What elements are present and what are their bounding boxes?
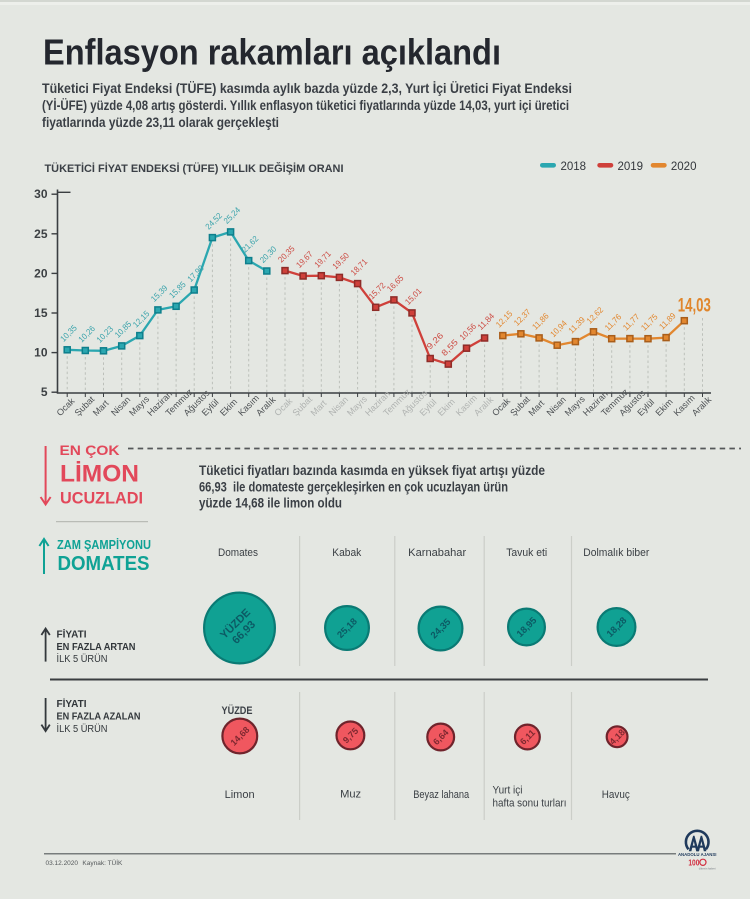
svg-text:FİYATI: FİYATI <box>57 628 87 641</box>
svg-text:Nisan: Nisan <box>327 395 350 418</box>
svg-text:Kabak: Kabak <box>332 547 361 559</box>
svg-text:20,30: 20,30 <box>258 244 279 265</box>
svg-text:FİYATI: FİYATI <box>57 697 87 710</box>
svg-text:5: 5 <box>41 385 48 399</box>
svg-text:30: 30 <box>34 187 48 201</box>
svg-text:10,23: 10,23 <box>94 324 115 345</box>
svg-text:EN FAZLA AZALAN: EN FAZLA AZALAN <box>57 712 141 723</box>
svg-text:10,35: 10,35 <box>58 323 79 344</box>
svg-text:15,72: 15,72 <box>366 280 387 301</box>
svg-text:Dolmalık biber: Dolmalık biber <box>583 547 649 559</box>
svg-text:12,15: 12,15 <box>131 308 152 329</box>
svg-text:Muz: Muz <box>340 789 361 801</box>
svg-text:100: 100 <box>688 857 699 867</box>
svg-text:2018: 2018 <box>561 161 587 173</box>
svg-text:10: 10 <box>34 346 48 360</box>
svg-text:25,24: 25,24 <box>221 205 242 226</box>
svg-text:Nisan: Nisan <box>109 395 132 418</box>
svg-text:TÜKETİCİ FİYAT ENDEKSİ (TÜFE): TÜKETİCİ FİYAT ENDEKSİ (TÜFE) YILLIK DEĞ… <box>45 162 344 175</box>
svg-text:16,65: 16,65 <box>385 273 406 294</box>
svg-text:10,26: 10,26 <box>76 323 97 344</box>
svg-text:11,77: 11,77 <box>621 311 642 332</box>
svg-text:Karnabahar: Karnabahar <box>408 547 466 559</box>
svg-text:Enflasyon rakamları açıklandı: Enflasyon rakamları açıklandı <box>43 32 501 73</box>
svg-text:Tüketici Fiyat Endeksi (TÜFE): Tüketici Fiyat Endeksi (TÜFE) kasımda ay… <box>42 81 572 96</box>
svg-text:YÜZDE: YÜZDE <box>222 704 253 717</box>
svg-text:Limon: Limon <box>225 789 255 801</box>
svg-text:ANADOLU AJANSI: ANADOLU AJANSI <box>678 852 717 858</box>
svg-text:EN FAZLA ARTAN: EN FAZLA ARTAN <box>57 642 136 653</box>
svg-text:18,71: 18,71 <box>348 256 369 277</box>
svg-text:24,52: 24,52 <box>203 210 224 231</box>
svg-text:(Yİ-ÜFE) yüzde 4,08 artış göst: (Yİ-ÜFE) yüzde 4,08 artış gösterdi. Yıll… <box>42 98 569 113</box>
svg-text:15,85: 15,85 <box>167 279 188 300</box>
svg-text:2019: 2019 <box>618 161 644 173</box>
svg-text:15,01: 15,01 <box>403 286 424 307</box>
svg-text:19,67: 19,67 <box>294 249 315 270</box>
svg-text:03.12.2020: 03.12.2020 <box>46 860 79 867</box>
svg-text:yüzde 14,68 ile limon oldu: yüzde 14,68 ile limon oldu <box>199 496 342 511</box>
svg-text:11,76: 11,76 <box>602 311 623 332</box>
svg-text:11,86: 11,86 <box>530 311 551 332</box>
svg-text:15: 15 <box>34 306 48 320</box>
svg-text:19,71: 19,71 <box>312 248 333 269</box>
svg-text:Ekim: Ekim <box>653 397 674 418</box>
svg-text:hafta sonu turları: hafta sonu turları <box>493 798 567 810</box>
svg-text:Tavuk eti: Tavuk eti <box>506 547 547 559</box>
svg-text:12,15: 12,15 <box>494 308 515 329</box>
svg-text:ZAM ŞAMPİYONU: ZAM ŞAMPİYONU <box>57 537 151 552</box>
svg-text:EN ÇOK: EN ÇOK <box>60 443 120 458</box>
svg-text:Havuç: Havuç <box>602 789 630 801</box>
svg-text:İLK 5 ÜRÜN: İLK 5 ÜRÜN <box>57 652 108 665</box>
svg-text:21,62: 21,62 <box>239 233 260 254</box>
svg-text:19,50: 19,50 <box>330 250 351 271</box>
svg-text:2020: 2020 <box>671 161 697 173</box>
svg-text:66,93 ile domateste gerçekleş: 66,93 ile domateste gerçekleşirken en ço… <box>199 480 508 495</box>
svg-text:Nisan: Nisan <box>545 395 568 418</box>
svg-text:25: 25 <box>34 227 48 241</box>
svg-text:20: 20 <box>34 266 48 280</box>
svg-text:İLK 5 ÜRÜN: İLK 5 ÜRÜN <box>57 722 108 735</box>
svg-text:12,62: 12,62 <box>584 305 605 326</box>
svg-text:UCUZLADI: UCUZLADI <box>60 490 143 508</box>
svg-text:Ekim: Ekim <box>218 397 239 418</box>
svg-text:14,03: 14,03 <box>678 296 711 317</box>
svg-text:Ocak: Ocak <box>272 396 294 418</box>
svg-text:Domates: Domates <box>218 547 258 559</box>
svg-text:Ocak: Ocak <box>490 396 512 418</box>
svg-text:Ekim: Ekim <box>436 397 457 418</box>
svg-text:LİMON: LİMON <box>60 461 139 488</box>
svg-text:20,35: 20,35 <box>276 243 297 264</box>
svg-text:ülkenin haberi: ülkenin haberi <box>699 867 716 871</box>
svg-text:DOMATES: DOMATES <box>58 553 150 575</box>
svg-text:fiyatlarında yüzde 23,11 olara: fiyatlarında yüzde 23,11 olarak gerçekle… <box>42 115 279 130</box>
svg-text:Yurt içi: Yurt içi <box>493 785 523 797</box>
svg-text:Kaynak: TÜİK: Kaynak: TÜİK <box>82 858 123 867</box>
svg-text:Ocak: Ocak <box>55 396 77 418</box>
svg-text:Tüketici fiyatları bazında kas: Tüketici fiyatları bazında kasımda en yü… <box>199 463 545 478</box>
svg-text:11,75: 11,75 <box>639 311 660 332</box>
svg-text:Beyaz lahana: Beyaz lahana <box>413 789 470 801</box>
